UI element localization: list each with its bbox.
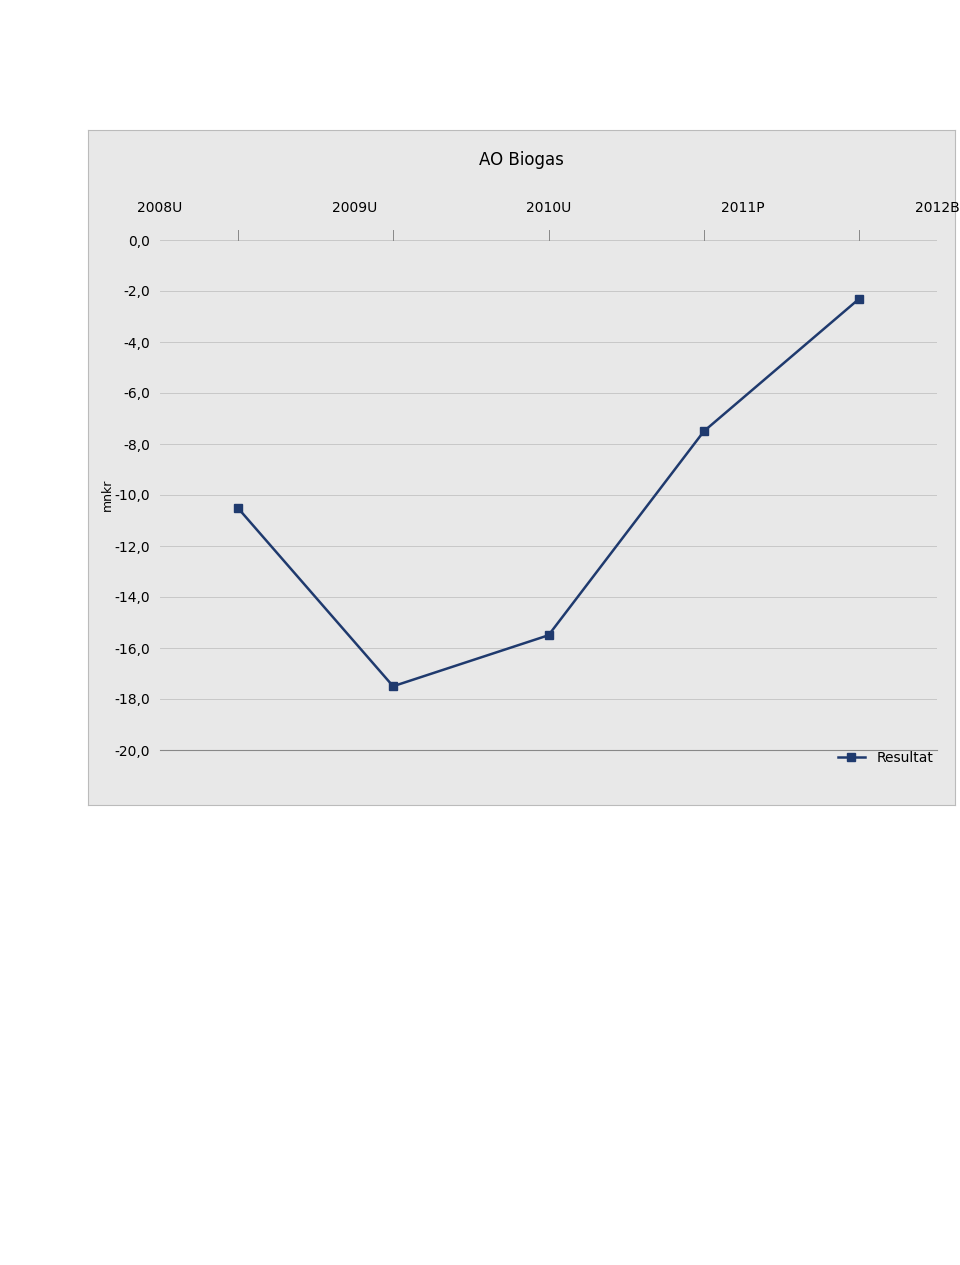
Text: 2008U: 2008U xyxy=(137,201,182,215)
Text: 2010U: 2010U xyxy=(526,201,571,215)
Text: 2011P: 2011P xyxy=(721,201,764,215)
Text: 2012B: 2012B xyxy=(915,201,959,215)
Y-axis label: mnkr: mnkr xyxy=(101,479,114,511)
Text: AO Biogas: AO Biogas xyxy=(479,151,564,170)
Text: 2009U: 2009U xyxy=(331,201,377,215)
Legend: Resultat: Resultat xyxy=(832,745,939,770)
